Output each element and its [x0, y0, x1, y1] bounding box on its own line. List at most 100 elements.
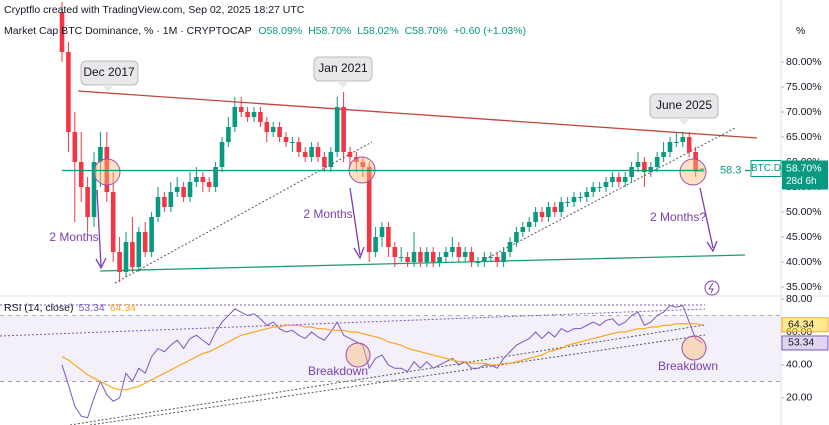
symbol-tag: BTC.D	[751, 163, 781, 174]
countdown: 28d 6h	[786, 176, 817, 187]
candle-body	[104, 147, 110, 192]
candle-body	[597, 187, 602, 188]
annotation: Jan 2021	[318, 61, 368, 75]
candle-body	[322, 157, 327, 167]
rsi-title: RSI (14, close) 53.34 64.34	[4, 302, 136, 314]
candle-body	[430, 252, 436, 262]
candle-body	[130, 242, 135, 267]
candle-body	[405, 257, 410, 262]
callout-tail	[102, 85, 114, 92]
rsi-line	[61, 304, 703, 419]
candle-body	[91, 162, 97, 217]
header-value: H58.70%	[308, 25, 351, 37]
candle-body	[277, 127, 282, 137]
candle-body	[366, 167, 372, 252]
candles	[59, 2, 705, 282]
candle-body	[635, 162, 641, 167]
annotation: 2 Months	[49, 230, 98, 244]
arrow	[699, 187, 718, 253]
candle-body	[136, 232, 142, 267]
header-value: C58.70%	[405, 25, 448, 37]
candle-body	[302, 152, 308, 157]
candle-body	[392, 247, 398, 257]
arrow	[95, 189, 107, 270]
candle-body	[187, 182, 193, 197]
candle-body	[98, 147, 103, 162]
candle-body	[578, 197, 583, 198]
candle-body	[526, 222, 532, 227]
symbol-tag-bg	[750, 160, 782, 177]
candle-body	[507, 242, 513, 252]
annotation: Breakdown	[658, 359, 718, 373]
candle-body	[514, 232, 519, 242]
candle-body	[258, 112, 263, 122]
candle-body	[584, 192, 590, 197]
rsi-dotted	[89, 334, 706, 425]
candle-body	[213, 167, 218, 187]
candle-body	[110, 192, 116, 252]
chart-header: Market Cap BTC Dominance, % · 1M · CRYPT…	[4, 25, 526, 37]
dotted-trend	[477, 127, 736, 264]
candle-body	[78, 162, 84, 187]
candle-body	[347, 152, 353, 157]
event-icon[interactable]	[704, 280, 720, 296]
candle-body	[533, 212, 538, 222]
rsi-lines	[61, 304, 703, 419]
highlight-circle	[681, 335, 707, 361]
y-tick-label: 80.00%	[786, 56, 822, 68]
candle-body	[181, 187, 186, 197]
candle-body	[482, 257, 487, 262]
rsi-value: 53.34	[78, 302, 104, 314]
candle-body	[680, 137, 686, 142]
candle-body	[155, 197, 161, 217]
candle-body	[475, 262, 481, 263]
annotations: Dec 2017 Jan 2021 June 2025 2 Months 2 M…	[49, 56, 720, 378]
candle-body	[648, 167, 654, 172]
candle-body	[616, 177, 622, 182]
candle-body	[174, 187, 180, 192]
candle-body	[206, 182, 212, 187]
candle-body	[142, 232, 148, 252]
y-tick-label: 70.00%	[786, 106, 822, 118]
rsi-trend-lines	[0, 304, 706, 425]
y-tick-label: 45.00%	[786, 231, 822, 243]
annotation: 2 Months?	[650, 210, 706, 224]
annotation: June 2025	[656, 98, 712, 112]
candle-body	[251, 112, 257, 117]
candle-body	[654, 157, 660, 167]
candle-body	[123, 242, 129, 272]
candle-body	[72, 132, 78, 162]
candle-body	[309, 147, 314, 157]
candle-body	[85, 187, 90, 217]
candle-body	[642, 162, 647, 172]
candle-body	[546, 207, 551, 217]
header-value: L58.02%	[357, 25, 398, 37]
candle-body	[226, 127, 231, 142]
candle-body	[456, 247, 462, 257]
header-value: O58.09%	[258, 25, 302, 37]
candle-body	[437, 257, 442, 262]
event-icon-bolt	[708, 282, 714, 294]
candle-body	[622, 177, 628, 182]
candle-body	[610, 177, 615, 182]
candle-body	[494, 257, 500, 262]
candle-body	[674, 142, 679, 143]
chart-title: Market Cap BTC Dominance, %	[4, 25, 153, 37]
candle-body	[450, 247, 455, 252]
candle-body	[571, 197, 577, 202]
rsi-tag-bg	[781, 317, 829, 333]
candle-body	[219, 142, 225, 167]
candle-body	[418, 252, 423, 262]
candle-body	[264, 122, 270, 132]
candle-body	[360, 162, 366, 167]
attribution: Cryptflo created with TradingView.com, S…	[4, 4, 305, 16]
callout-tail	[678, 118, 690, 125]
candle-body	[539, 212, 545, 217]
highlight-circle	[93, 158, 121, 186]
candle-body	[661, 152, 666, 157]
y-tick-label: 65.00%	[786, 131, 822, 143]
candle-body	[315, 147, 321, 157]
candle-body	[59, 12, 65, 52]
rsi-ma-value: 64.34	[110, 302, 136, 314]
candle-body	[667, 142, 673, 152]
